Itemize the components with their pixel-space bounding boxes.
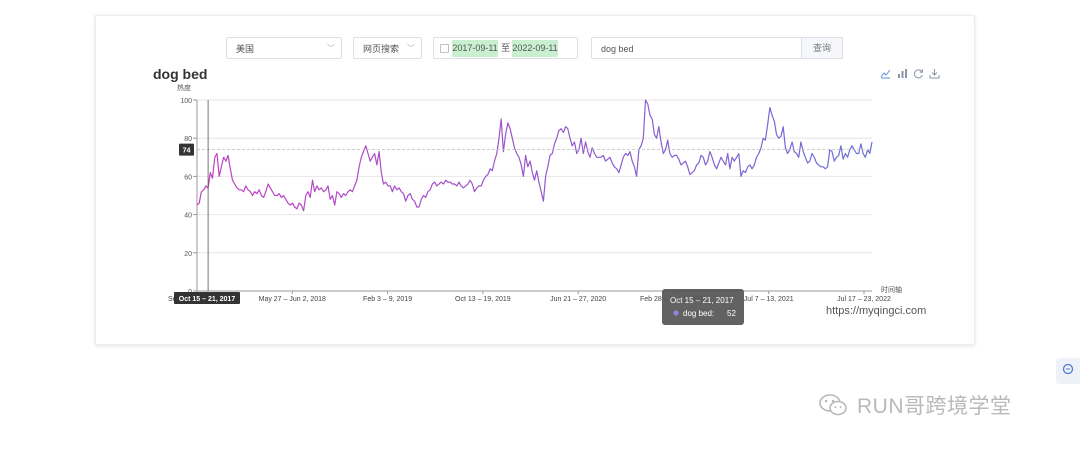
crosshair-date-label: Oct 15 – 21, 2017 bbox=[179, 296, 236, 303]
chat-bubble-icon bbox=[1062, 363, 1074, 378]
tooltip-series-name: dog bed: bbox=[683, 309, 714, 318]
y-axis-label: 热度 bbox=[177, 83, 191, 92]
keyword-search-box: 查询 bbox=[591, 37, 843, 60]
tooltip-box bbox=[662, 289, 744, 325]
reference-line-label: 74 bbox=[183, 148, 191, 155]
chart-title: dog bed bbox=[153, 66, 208, 82]
x-tick-label: Jul 17 – 23, 2022 bbox=[837, 296, 891, 303]
x-tick-label: Jun 21 – 27, 2020 bbox=[550, 296, 606, 303]
x-axis-label: 时间轴 bbox=[881, 285, 902, 294]
download-icon[interactable] bbox=[929, 68, 940, 82]
query-button[interactable]: 查询 bbox=[801, 38, 842, 58]
chevron-down-icon: ﹀ bbox=[407, 44, 415, 53]
keyword-input[interactable] bbox=[592, 38, 808, 60]
series-line-dog-bed bbox=[196, 99, 873, 212]
y-tick-label: 80 bbox=[184, 136, 192, 143]
y-tick-label: 40 bbox=[184, 213, 192, 220]
date-to[interactable]: 2022-09-11 bbox=[512, 40, 558, 57]
calendar-icon bbox=[440, 44, 449, 53]
tooltip-value: 52 bbox=[727, 309, 736, 318]
bar-chart-icon[interactable] bbox=[897, 68, 908, 82]
line-chart-icon[interactable] bbox=[880, 68, 891, 82]
date-separator: 至 bbox=[501, 43, 511, 53]
x-tick-label: May 27 – Jun 2, 2018 bbox=[259, 296, 326, 303]
tooltip-series-marker bbox=[673, 310, 679, 316]
x-tick-label: Feb 3 – 9, 2019 bbox=[363, 296, 412, 303]
y-tick-label: 100 bbox=[180, 98, 192, 105]
y-tick-label: 60 bbox=[184, 174, 192, 181]
tooltip-title: Oct 15 – 21, 2017 bbox=[670, 296, 734, 305]
crosshair-badge bbox=[174, 292, 240, 304]
wechat-icon bbox=[819, 394, 847, 416]
date-from[interactable]: 2017-09-11 bbox=[452, 40, 498, 57]
chat-float-button[interactable] bbox=[1056, 358, 1080, 384]
country-select[interactable]: 美国 ﹀ bbox=[226, 37, 342, 59]
chevron-down-icon: ﹀ bbox=[327, 44, 335, 53]
tooltip: Oct 15 – 21, 2017 dog bed: 52 bbox=[662, 289, 744, 325]
search-type-select[interactable]: 网页搜索 ﹀ bbox=[353, 37, 422, 59]
search-type-value: 网页搜索 bbox=[363, 44, 400, 54]
country-select-value: 美国 bbox=[236, 44, 255, 54]
refresh-icon[interactable] bbox=[913, 68, 924, 82]
y-tick-label: 20 bbox=[184, 251, 192, 258]
reference-line-badge bbox=[179, 143, 194, 156]
date-range-picker[interactable]: 2017-09-11 至 2022-09-11 bbox=[433, 37, 578, 59]
x-tick-label: Oct 13 – 19, 2019 bbox=[455, 296, 511, 303]
watermark-brand: RUN哥跨境学堂 bbox=[857, 395, 1012, 418]
x-tick-label: Jul 7 – 13, 2021 bbox=[744, 296, 794, 303]
watermark-url: https://myqingci.com bbox=[826, 305, 927, 317]
